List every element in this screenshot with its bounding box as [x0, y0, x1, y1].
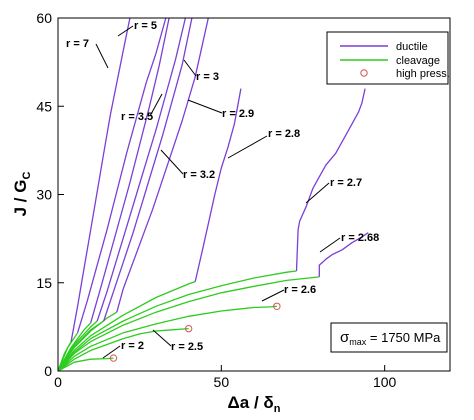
- curve-r-3-5-ductile: [90, 17, 170, 323]
- y-tick-label: 0: [44, 363, 52, 379]
- y-axis-title-sep: /: [11, 193, 30, 207]
- legend-cleavage-label: cleavage: [396, 55, 440, 67]
- y-axis-title-symbol: G: [11, 180, 30, 193]
- y-axis-title-main: J: [11, 207, 30, 216]
- curve-r-7-cleavage: [57, 341, 72, 372]
- curve-r-2-cleavage: [57, 357, 114, 372]
- ticks: 0 50 100 0 15 30 45 60: [36, 10, 396, 390]
- curve-label-r-2-68: r = 2.68: [341, 232, 379, 244]
- curve-r-2-8-ductile: [194, 88, 242, 282]
- curve-r-2-8-cleavage: [57, 280, 196, 372]
- y-tick-label: 60: [36, 10, 52, 26]
- leader-line-r-3-5: [149, 93, 163, 117]
- x-axis-title-symbol: δ: [263, 393, 273, 412]
- leader-line-r-2-6: [261, 289, 285, 302]
- curve-label-r-2-9: r = 2.9: [222, 108, 254, 120]
- high-press-marker-r-2: [109, 354, 118, 362]
- stress-annotation: σmax = 1750 MPa: [330, 322, 448, 353]
- leader-line-r-2-7: [305, 182, 330, 204]
- curve-label-r-2-8: r = 2.8: [268, 128, 300, 140]
- curve-r-2-68-cleavage: [57, 276, 320, 372]
- x-tick-label: 50: [214, 374, 230, 390]
- curve-r-3-5-cleavage: [57, 322, 92, 372]
- leader-line-r-2-8: [227, 135, 268, 159]
- curve-label-r-2: r = 2: [121, 340, 144, 352]
- curve-r-3-2-cleavage: [57, 320, 98, 372]
- annotation-box: [330, 322, 448, 353]
- x-axis-title-main: Δa: [228, 393, 250, 412]
- legend: ductile cleavage high press.: [326, 31, 450, 85]
- legend-high-press-label: high press.: [396, 68, 450, 80]
- leader-line-r-2-9: [187, 99, 223, 114]
- high-press-marker-r-2-6: [273, 302, 281, 310]
- y-axis-title-sub: C: [21, 172, 33, 180]
- y-axis-title: J / GC: [11, 172, 33, 217]
- curve-labels: r = 7 r = 5 r = 3 r = 3.5 r = 2.9 r = 2.8 r = …: [66, 20, 379, 353]
- y-tick-label: 15: [36, 275, 52, 291]
- annotation-text: σmax = 1750 MPa: [340, 329, 441, 347]
- curve-r-2-5-cleavage: [57, 327, 189, 372]
- curve-label-r-5: r = 5: [134, 20, 157, 32]
- x-tick-label: 0: [54, 374, 62, 390]
- curve-r-2-9-ductile: [116, 17, 209, 313]
- leader-line-r-2-68: [319, 237, 341, 253]
- curve-label-r-3-5: r = 3.5: [121, 111, 153, 123]
- legend-box: [326, 31, 449, 85]
- y-tick-label: 45: [36, 98, 52, 114]
- curve-r-2-6-cleavage: [57, 305, 277, 372]
- curve-r-2-7-ductile: [295, 88, 366, 272]
- curve-label-r-3: r = 3: [196, 71, 219, 83]
- x-axis-title: Δa / δn: [228, 393, 281, 415]
- leader-line-r-3: [183, 59, 197, 77]
- annotation-sigma: σ: [340, 329, 350, 346]
- leader-line-r-2-5: [152, 329, 172, 347]
- curves-layer: [57, 17, 369, 372]
- curve-r-3-ductile: [103, 17, 193, 322]
- leader-lines: [95, 25, 341, 359]
- x-tick-label: 100: [373, 374, 397, 390]
- curve-r-7-ductile: [70, 17, 131, 342]
- leader-line-r-5: [117, 25, 134, 37]
- high-press-marker-r-2-5: [184, 324, 193, 333]
- leader-line-r-3-2: [160, 149, 184, 175]
- markers-layer: [109, 302, 281, 362]
- y-tick-label: 30: [36, 187, 52, 203]
- x-axis-title-sep: /: [249, 393, 263, 412]
- curve-label-r-2-6: r = 2.6: [284, 284, 316, 296]
- curve-r-2-7-cleavage: [57, 270, 297, 372]
- curve-r-2-68-ductile: [318, 232, 369, 277]
- x-axis-title-sub: n: [274, 403, 281, 415]
- legend-high-press-marker: [360, 69, 368, 77]
- curve-r-3-2-ductile: [96, 17, 187, 322]
- leader-line-r-7: [95, 43, 109, 69]
- curve-label-r-2-5: r = 2.5: [171, 341, 203, 353]
- annotation-value: = 1750 MPa: [366, 330, 441, 345]
- curve-label-r-2-7: r = 2.7: [330, 177, 362, 189]
- legend-ductile-label: ductile: [396, 41, 428, 53]
- curve-label-r-7: r = 7: [66, 38, 89, 50]
- curve-r-5-ductile: [76, 17, 167, 333]
- annotation-sub: max: [349, 337, 367, 347]
- leader-line-r-2: [102, 345, 121, 359]
- curve-label-r-3-2: r = 3.2: [183, 169, 215, 181]
